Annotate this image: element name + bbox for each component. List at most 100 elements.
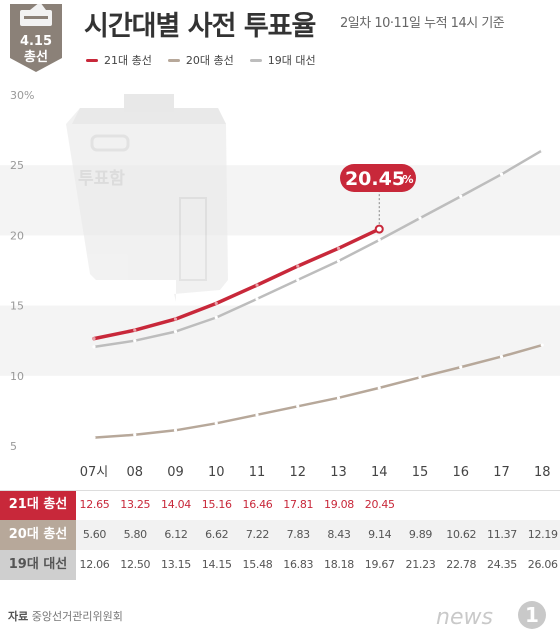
table-cell: 17.81 <box>283 498 314 511</box>
series-line-0 <box>92 227 382 341</box>
callout-pill <box>340 164 416 192</box>
page-title: 시간대별 사전 투표율 <box>84 11 316 42</box>
data-point <box>459 365 463 369</box>
x-axis-ticks: 07시 08 09 10 11 12 13 14 15 16 17 18 <box>80 465 551 480</box>
logo-wordmark: news <box>436 605 493 630</box>
data-point <box>173 428 178 432</box>
table-cell: 8.43 <box>327 528 351 541</box>
table-cell: 13.15 <box>161 558 191 571</box>
table-row: 19대 대선 12.06 12.50 13.15 14.15 15.48 16.83 18.1… <box>0 550 560 580</box>
table-cell: 15.48 <box>242 558 273 571</box>
source-text: 중앙선거관리위원회 <box>31 610 123 623</box>
table-row: 21대 총선 12.65 13.25 14.04 15.16 16.46 17.81 19.0… <box>0 490 560 520</box>
data-point <box>296 264 300 268</box>
x-tick-label: 09 <box>167 465 184 480</box>
data-point <box>499 354 504 359</box>
table-cell: 20.45 <box>364 498 395 511</box>
table-cell: 7.83 <box>286 528 311 541</box>
table-cell: 22.78 <box>446 558 477 571</box>
table-cell <box>400 490 441 520</box>
y-tick-label: 20 <box>10 229 24 242</box>
data-point <box>255 297 259 301</box>
x-tick-label: 07시 <box>80 465 109 480</box>
y-tick-label: 10 <box>10 370 24 383</box>
legend-item-21: 21대 총선 <box>86 52 152 68</box>
series-line-2 <box>92 149 544 349</box>
page-subtitle: 2일차 10·11일 누적 14시 기준 <box>340 16 505 31</box>
table-cell: 6.62 <box>205 528 229 541</box>
turnout-line-chart: 투표함 30% 25 20 15 10 5 07시 08 09 10 11 12 13 14 15 16 17… <box>0 89 560 480</box>
callout-value: 20.45 <box>345 168 405 190</box>
legend-label-19: 19대 대선 <box>267 54 316 67</box>
data-point <box>92 336 96 341</box>
data-point <box>214 421 218 425</box>
table-cell: 13.25 <box>120 498 151 511</box>
table-cell: 7.22 <box>245 528 270 541</box>
table-cell: 16.83 <box>283 558 314 571</box>
x-tick-label: 12 <box>289 465 306 480</box>
chart-legend: 21대 총선 20대 총선 19대 대선 <box>86 50 316 70</box>
callout-marker <box>374 224 384 234</box>
table-cell <box>482 490 523 520</box>
source-note: 자료 중앙선거관리위원회 <box>8 608 123 624</box>
data-point <box>418 216 422 220</box>
table-cell: 12.19 <box>527 528 558 541</box>
table-cell: 12.50 <box>120 558 151 571</box>
data-point <box>377 386 381 390</box>
legend-item-19: 19대 대선 <box>249 52 316 68</box>
source-label: 자료 <box>8 610 29 623</box>
data-point <box>336 259 341 263</box>
y-tick-label: 30% <box>10 89 34 102</box>
y-axis-ticks: 30% 25 20 15 10 5 <box>10 89 34 453</box>
table-cell: 24.35 <box>487 558 517 571</box>
legend-item-20: 20대 총선 <box>167 52 234 68</box>
table-cell: 11.37 <box>487 528 517 541</box>
data-point <box>540 343 544 347</box>
data-point <box>499 172 504 176</box>
x-tick-label: 17 <box>493 465 510 480</box>
legend-swatch-20 <box>167 58 180 62</box>
table-row: 20대 총선 5.60 5.80 6.12 6.62 7.22 7.83 8.43 9.14 9.… <box>0 520 560 550</box>
legend-label-20: 20대 총선 <box>185 54 234 67</box>
data-point <box>255 413 259 417</box>
table-cell: 21.23 <box>405 558 436 571</box>
data-point <box>92 435 96 440</box>
table-row-label: 21대 총선 <box>0 490 76 520</box>
table-cell: 5.80 <box>123 528 148 541</box>
table-top-divider <box>0 490 560 491</box>
table-cell: 14.15 <box>201 558 232 571</box>
data-point <box>296 278 300 282</box>
data-point <box>133 339 137 343</box>
election-badge: 4.15 총선 <box>10 4 62 72</box>
data-point <box>173 329 178 334</box>
table-cell: 15.16 <box>201 498 232 511</box>
data-point <box>540 148 544 152</box>
data-point <box>133 328 137 332</box>
y-tick-label: 15 <box>10 300 24 313</box>
legend-label-21: 21대 총선 <box>104 54 152 67</box>
data-point <box>336 246 341 250</box>
table-cell <box>522 490 560 520</box>
badge-line1: 4.15 <box>20 34 52 49</box>
x-tick-label: 18 <box>534 465 551 480</box>
data-point <box>459 194 463 198</box>
table-cell: 19.67 <box>364 558 395 571</box>
x-tick-label: 11 <box>249 465 266 480</box>
badge-line2: 총선 <box>24 49 48 65</box>
data-point <box>133 433 137 437</box>
table-cell: 16.46 <box>242 498 273 511</box>
ballot-box-label: 투표함 <box>78 168 125 189</box>
table-cell: 5.60 <box>82 528 107 541</box>
table-cell: 12.65 <box>79 498 110 511</box>
legend-swatch-19 <box>249 58 262 62</box>
logo-mark: 1 <box>525 603 539 627</box>
data-point <box>336 396 341 400</box>
data-point <box>418 375 422 379</box>
data-point <box>173 317 178 321</box>
data-point <box>255 283 259 287</box>
data-point <box>214 315 218 320</box>
band-1 <box>0 305 560 376</box>
y-tick-label: 5 <box>10 440 17 453</box>
data-point <box>377 238 381 242</box>
table-cell: 26.06 <box>527 558 558 571</box>
